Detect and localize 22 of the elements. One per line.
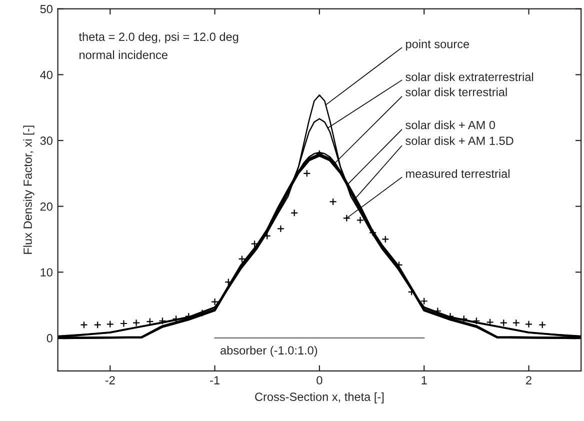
- x-axis-title: Cross-Section x, theta [-]: [255, 392, 384, 404]
- x-tick-label: 2: [526, 376, 532, 384]
- text: solar disk + AM 0: [406, 120, 496, 130]
- text: solar disk terrestrial: [406, 88, 507, 96]
- text: measured terrestrial: [406, 169, 510, 178]
- x-tick-label: -1: [210, 376, 220, 384]
- y-tick-label: 40: [40, 70, 52, 80]
- y-tick-label: 10: [40, 268, 52, 277]
- x-tick-label: -2: [105, 376, 115, 384]
- text: solar disk extraterrestrial: [406, 72, 534, 82]
- y-tick-label: 30: [40, 136, 52, 145]
- annotation: theta = 2.0 deg, psi = 12.0 deg: [78, 32, 238, 44]
- y-tick-label: 50: [40, 4, 52, 14]
- text: point source: [406, 40, 470, 51]
- y-axis-title: Flux Density Factor, xi [-]: [23, 126, 34, 254]
- y-tick-label: 20: [40, 202, 52, 211]
- x-tick-label: 0: [316, 376, 322, 384]
- text: solar disk + AM 1.5D: [406, 136, 514, 145]
- series-label: absorber (-1.0:1.0): [220, 346, 318, 357]
- annotation: normal incidence: [80, 50, 168, 60]
- x-tick-label: 1: [422, 376, 427, 384]
- y-tick-label: 0: [46, 334, 52, 342]
